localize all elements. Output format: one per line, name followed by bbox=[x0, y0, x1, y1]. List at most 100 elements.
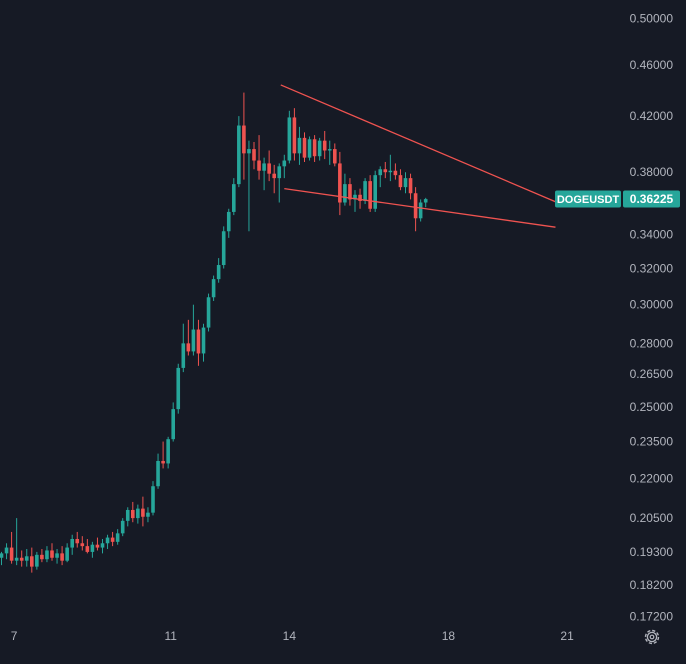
candle bbox=[257, 135, 261, 180]
candle-body bbox=[353, 194, 357, 200]
candle bbox=[40, 549, 44, 563]
candle bbox=[368, 175, 372, 212]
price-tick-label: 0.32000 bbox=[630, 262, 674, 276]
candle-body bbox=[398, 175, 403, 188]
candle bbox=[35, 551, 39, 570]
candle-body bbox=[338, 163, 342, 203]
candle-body bbox=[186, 343, 191, 352]
candle-body bbox=[176, 367, 181, 410]
candle bbox=[151, 481, 155, 516]
lower-trendline[interactable] bbox=[284, 188, 556, 228]
candle bbox=[4, 543, 9, 560]
candle bbox=[45, 546, 49, 563]
candle-body bbox=[226, 211, 231, 232]
candle-body bbox=[85, 546, 90, 552]
candle-body bbox=[363, 181, 367, 201]
candle bbox=[141, 496, 145, 527]
candle-body bbox=[70, 538, 74, 548]
candle bbox=[191, 304, 196, 356]
candle-body bbox=[413, 193, 418, 219]
upper-trendline[interactable] bbox=[280, 84, 556, 203]
candle bbox=[252, 142, 256, 170]
candle-body bbox=[373, 175, 377, 209]
candle-body bbox=[216, 265, 221, 280]
candle bbox=[226, 208, 231, 238]
time-axis[interactable]: 7 11 14 18 21 bbox=[11, 629, 574, 643]
candle bbox=[327, 140, 332, 165]
candle-body bbox=[242, 125, 246, 154]
candle-body bbox=[65, 547, 69, 561]
candle-body bbox=[146, 512, 150, 517]
candle-body bbox=[191, 329, 196, 352]
candle-body bbox=[368, 181, 372, 209]
price-tick-label: 0.26500 bbox=[630, 367, 674, 381]
price-tag-bg bbox=[623, 190, 680, 208]
candle bbox=[262, 157, 266, 191]
price-tick-label: 0.17200 bbox=[630, 609, 674, 623]
candle-body bbox=[272, 173, 276, 179]
candle-body bbox=[333, 149, 337, 164]
candle-body bbox=[166, 439, 170, 464]
candle-body bbox=[383, 169, 388, 173]
candle-body bbox=[196, 329, 201, 354]
candle bbox=[353, 190, 357, 212]
candle bbox=[120, 518, 125, 537]
candle-body bbox=[277, 166, 282, 179]
candle-body bbox=[292, 117, 297, 154]
candle-body bbox=[136, 508, 140, 519]
candle-body bbox=[312, 139, 317, 157]
candle bbox=[181, 323, 186, 373]
candle-body bbox=[9, 547, 14, 561]
price-tick-label: 0.30000 bbox=[630, 298, 674, 312]
candle bbox=[100, 538, 105, 554]
candle-body bbox=[201, 327, 206, 354]
candle-body bbox=[317, 140, 322, 157]
candle bbox=[105, 534, 110, 550]
settings-gear-icon[interactable] bbox=[641, 626, 663, 648]
candle-body bbox=[206, 297, 211, 328]
candle bbox=[186, 319, 191, 356]
candle bbox=[383, 161, 388, 179]
price-tick-label: 0.42000 bbox=[630, 109, 674, 123]
candle bbox=[393, 163, 398, 180]
candle-body bbox=[232, 184, 236, 212]
candle-body bbox=[388, 170, 393, 173]
time-tick-label: 18 bbox=[442, 629, 456, 643]
candle-body bbox=[60, 553, 64, 561]
candle-body bbox=[45, 550, 49, 560]
candle-body bbox=[171, 409, 175, 440]
candle-body bbox=[237, 125, 241, 185]
candle bbox=[95, 537, 100, 551]
candle-body bbox=[120, 520, 125, 534]
candle-body bbox=[348, 184, 352, 200]
candle-body bbox=[14, 557, 19, 561]
candle bbox=[403, 172, 408, 194]
candle bbox=[423, 197, 428, 208]
candle bbox=[70, 534, 74, 555]
price-tag-value: 0.36225 bbox=[630, 192, 674, 206]
price-tick-label: 0.38000 bbox=[630, 165, 674, 179]
candle-body bbox=[408, 178, 413, 194]
candle bbox=[60, 546, 64, 566]
candle-body bbox=[262, 163, 266, 171]
candle bbox=[221, 226, 226, 269]
symbol-tag-bg bbox=[555, 190, 621, 208]
price-axis[interactable]: 0.50000 0.46000 0.42000 0.38000 0.34000 0.320… bbox=[630, 11, 674, 623]
candle bbox=[282, 154, 287, 179]
candle bbox=[0, 551, 4, 566]
candle bbox=[418, 199, 423, 222]
time-tick-label: 7 bbox=[11, 629, 18, 643]
candles-layer bbox=[0, 92, 428, 573]
candle bbox=[30, 547, 34, 573]
time-tick-label: 21 bbox=[560, 629, 574, 643]
candle bbox=[297, 126, 302, 165]
candle-body bbox=[307, 139, 312, 158]
price-tick-label: 0.18200 bbox=[630, 578, 674, 592]
candle bbox=[373, 170, 377, 212]
candle-body bbox=[297, 137, 302, 154]
candle-body bbox=[115, 533, 120, 542]
candle-body bbox=[105, 537, 110, 544]
candle bbox=[110, 531, 115, 547]
